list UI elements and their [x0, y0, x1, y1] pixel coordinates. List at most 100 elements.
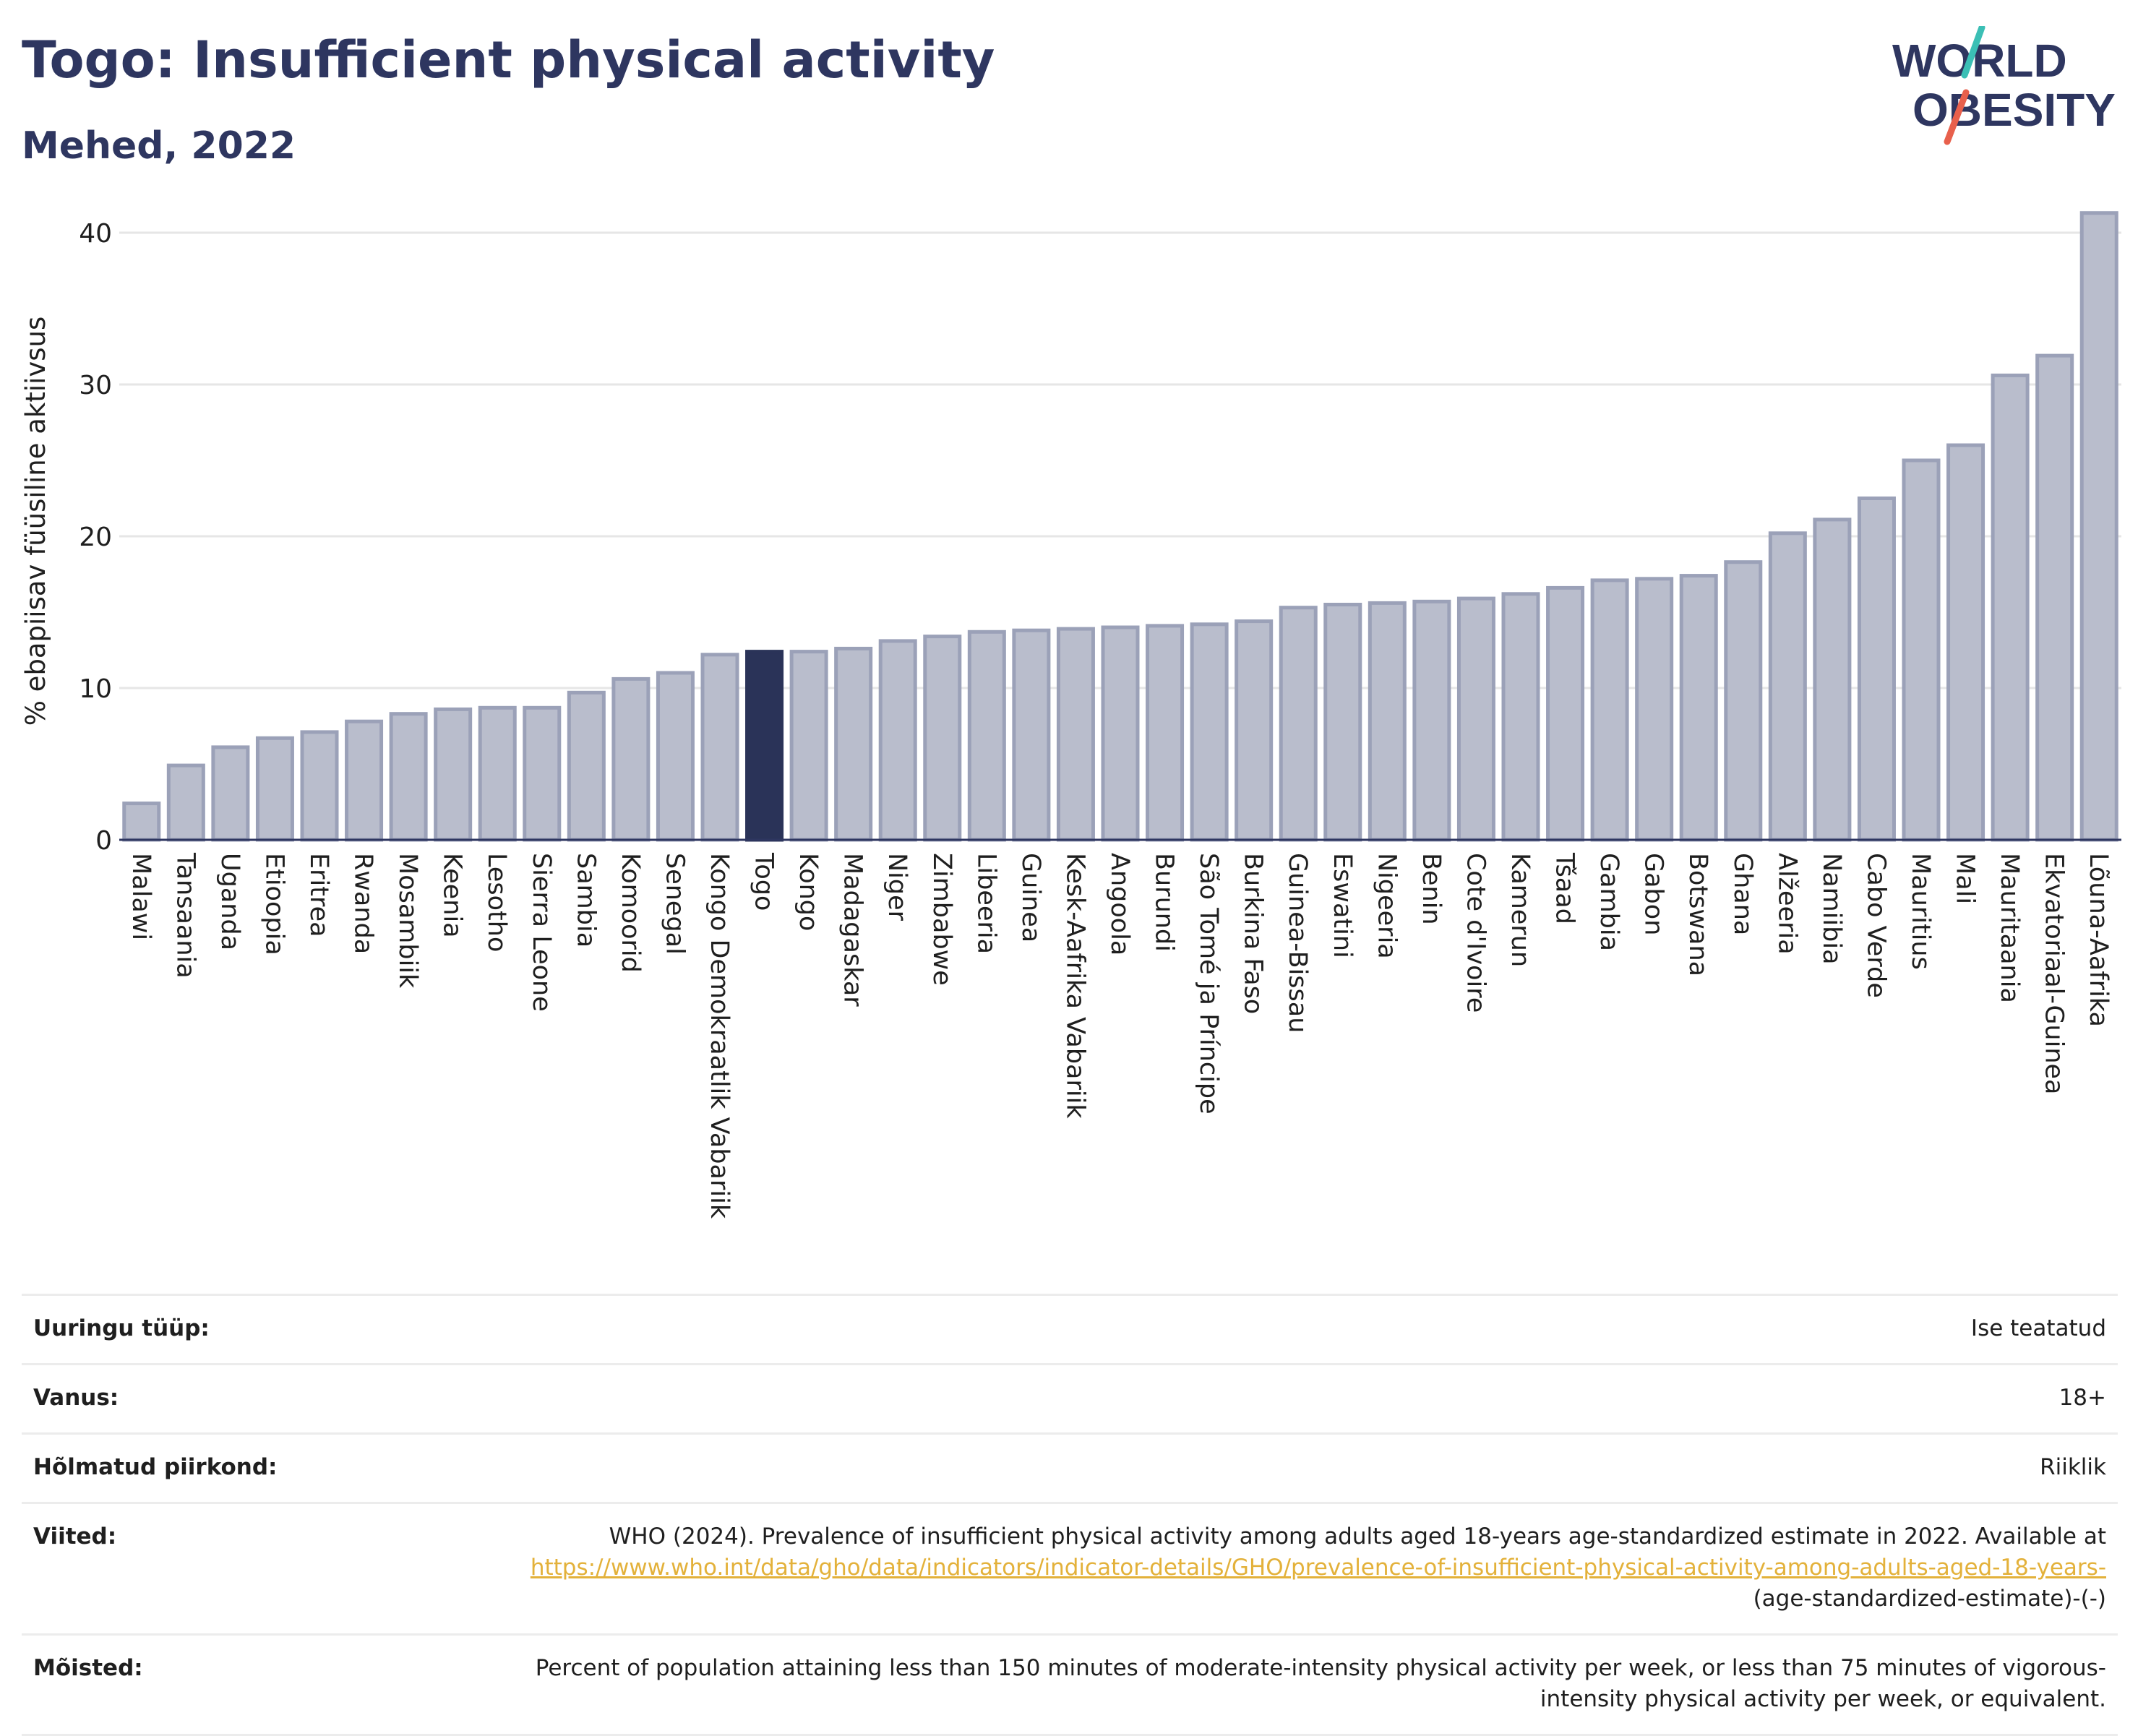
bar	[923, 635, 962, 842]
bar	[1724, 560, 1763, 842]
chart-title: Togo: Insufficient physical activity	[22, 30, 995, 90]
survey-type-value: Ise teatatud	[1970, 1315, 2106, 1341]
logo-slash-red	[1944, 89, 1970, 145]
bar	[1323, 603, 1362, 842]
meta-row-age: Vanus: 18+	[22, 1363, 2118, 1432]
bar	[878, 639, 917, 842]
x-tick-label: Etioopia	[259, 853, 288, 955]
meta-row-region: Hõlmatud piirkond: Riiklik	[22, 1432, 2118, 1502]
references-label: Viited:	[33, 1524, 117, 1550]
x-tick-label: Komoorid	[616, 853, 645, 973]
x-tick-label: Benin	[1417, 853, 1446, 925]
x-tick-label: Mauritaania	[1995, 853, 2024, 1003]
bar	[1501, 592, 1540, 842]
bar	[1279, 606, 1318, 842]
meta-row-survey: Uuringu tüüp: Ise teatatud	[22, 1294, 2118, 1363]
x-tick-label: Gambia	[1594, 853, 1623, 951]
x-tick-label: Uganda	[215, 853, 244, 950]
x-tick-label: Gabon	[1639, 853, 1668, 935]
bar	[389, 712, 428, 842]
chart-subtitle: Mehed, 2022	[22, 124, 296, 168]
bar	[1991, 373, 2030, 842]
x-tick-label: Sierra Leone	[527, 853, 556, 1012]
bar	[2079, 211, 2118, 842]
bar	[1412, 599, 1451, 842]
bar	[478, 705, 517, 842]
references-suffix: (age-standardized-estimate)-(-)	[1753, 1586, 2106, 1612]
definitions-value: Percent of population attaining less tha…	[535, 1655, 2106, 1712]
bar	[1768, 531, 1807, 842]
bar	[700, 653, 739, 842]
references-link[interactable]: https://www.who.int/data/gho/data/indica…	[530, 1555, 2106, 1581]
logo-line-2: OBESITY	[1912, 84, 2116, 136]
x-tick-label: Rwanda	[349, 853, 378, 954]
bar	[1590, 578, 1629, 842]
bar	[567, 690, 606, 842]
x-tick-label: Mosambiik	[393, 853, 422, 989]
x-tick-label: Malawi	[126, 853, 155, 940]
bar	[345, 719, 384, 842]
bar	[523, 705, 562, 842]
x-tick-label: Sambia	[571, 853, 600, 948]
bar	[300, 730, 339, 842]
region-value: Riiklik	[2040, 1454, 2106, 1480]
logo-line-1: WORLD	[1892, 35, 2067, 87]
x-tick-label: Namiibia	[1817, 853, 1846, 965]
bars	[122, 211, 2118, 842]
metadata-table: Uuringu tüüp: Ise teatatud Vanus: 18+ Hõ…	[22, 1294, 2118, 1736]
region-label: Hõlmatud piirkond:	[33, 1454, 278, 1480]
survey-type-label: Uuringu tüüp:	[33, 1315, 210, 1341]
x-tick-label: Mali	[1951, 853, 1980, 904]
world-obesity-logo: WORLD OBESITY	[1892, 26, 2116, 145]
bar	[656, 671, 695, 842]
x-tick-label: Niger	[883, 853, 911, 921]
bar	[1902, 458, 1941, 842]
y-tick-label: 20	[79, 523, 112, 552]
x-tick-label: Lõuna-Aafrika	[2084, 853, 2113, 1027]
bar	[789, 650, 828, 842]
bar-chart: 0 10 20 30 40 Malawi Tansaania Uganda Etioopia E…	[20, 211, 2121, 1219]
x-tick-label: Keenia	[438, 853, 467, 938]
x-tick-label: Alžeeria	[1772, 853, 1801, 955]
x-tick-label: Kongo	[794, 853, 823, 931]
x-tick-label: Ekvatoriaal-Guinea	[2040, 853, 2069, 1095]
bar	[166, 763, 205, 842]
y-tick-label: 40	[79, 219, 112, 249]
x-tick-label: Ghana	[1728, 853, 1757, 935]
bar	[834, 646, 873, 842]
meta-row-references: Viited: WHO (2024). Prevalence of insuff…	[22, 1502, 2118, 1633]
y-axis-ticks: 0 10 20 30 40	[79, 219, 112, 856]
y-axis-label: % ebapiisav füüsiline aktiivsus	[20, 317, 51, 726]
x-tick-label: Cote d'Ivoire	[1461, 853, 1490, 1013]
bar	[434, 707, 473, 842]
bar	[1635, 577, 1674, 842]
bar-highlight	[745, 650, 784, 842]
x-tick-label: Nigeeria	[1372, 853, 1401, 959]
x-tick-label: São Tomé ja Príncipe	[1194, 853, 1223, 1114]
bar	[1190, 622, 1229, 842]
age-label: Vanus:	[33, 1385, 119, 1411]
bar	[122, 802, 161, 842]
bar	[1056, 627, 1095, 842]
bar	[1235, 619, 1274, 842]
x-tick-label: Libeeria	[971, 853, 1000, 954]
bar	[1101, 625, 1140, 842]
bar	[255, 736, 294, 842]
bar	[1456, 596, 1495, 842]
y-tick-label: 30	[79, 371, 112, 400]
meta-row-definitions: Mõisted: Percent of population attaining…	[22, 1633, 2118, 1736]
bar	[1368, 601, 1407, 842]
bar	[967, 629, 1006, 842]
x-tick-label: Kongo Demokraatlik Vabariik	[705, 853, 734, 1219]
age-value: 18+	[2058, 1385, 2106, 1411]
x-tick-label: Tšaad	[1550, 852, 1579, 924]
x-tick-label: Burundi	[1150, 853, 1179, 952]
bar	[1546, 585, 1585, 842]
x-tick-label: Botswana	[1683, 853, 1712, 976]
x-axis-labels: Malawi Tansaania Uganda Etioopia Eritrea Rwan…	[126, 852, 2113, 1219]
x-tick-label: Kamerun	[1506, 853, 1534, 967]
bar	[1857, 497, 1896, 842]
x-tick-label: Kesk-Aafrika Vabariik	[1060, 853, 1089, 1119]
logo-slash-teal	[1961, 26, 1985, 79]
x-tick-label: Guinea	[1016, 853, 1045, 942]
